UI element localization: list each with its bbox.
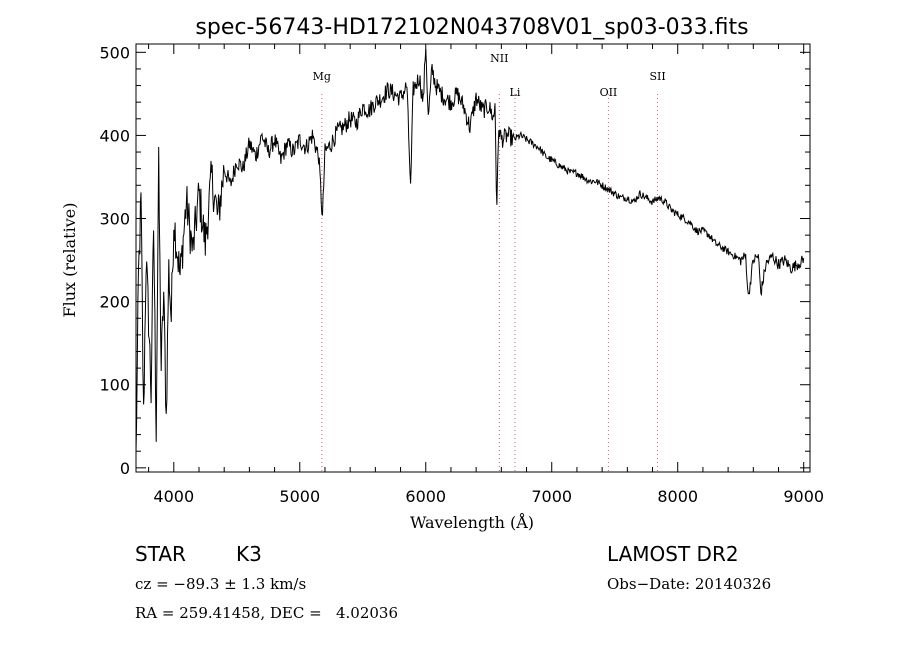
- line-label-oii: OII: [600, 86, 618, 99]
- object-subclass: K3: [236, 542, 262, 566]
- x-tick-label: 5000: [279, 487, 320, 506]
- y-tick-label: 0: [120, 459, 130, 478]
- y-tick-label: 100: [99, 376, 130, 395]
- observation-date: Obs−Date: 20140326: [607, 575, 772, 593]
- x-tick-label: 4000: [153, 487, 194, 506]
- x-tick-label: 9000: [783, 487, 824, 506]
- redshift-cz: cz = −89.3 ± 1.3 km/s: [135, 575, 307, 593]
- line-label-mg: Mg: [313, 70, 331, 83]
- object-class: STAR: [135, 542, 186, 566]
- line-label-li: Li: [510, 86, 521, 99]
- y-axis-label: Flux (relative): [60, 203, 79, 318]
- line-label-sii: SII: [649, 70, 665, 83]
- x-tick-label: 8000: [657, 487, 698, 506]
- y-tick-label: 500: [99, 43, 130, 62]
- chart-title: spec-56743-HD172102N043708V01_sp03-033.f…: [195, 15, 748, 40]
- line-label-nii: NII: [490, 52, 508, 65]
- x-tick-label: 7000: [531, 487, 572, 506]
- x-tick-label: 6000: [405, 487, 446, 506]
- spectrum-series: [135, 49, 805, 453]
- y-tick-label: 200: [99, 293, 130, 312]
- coordinates: RA = 259.41458, DEC = 4.02036: [135, 604, 399, 622]
- plot-frame: [135, 43, 811, 473]
- spectrum-line: [135, 49, 805, 453]
- y-tick-label: 300: [99, 210, 130, 229]
- y-tick-label: 400: [99, 126, 130, 145]
- survey-name: LAMOST DR2: [607, 542, 739, 566]
- plot-axes: 4000 5000 6000 7000 8000 9000 0 100 200 300 400 500: [99, 43, 824, 506]
- x-axis-label: Wavelength (Å): [410, 512, 534, 532]
- spectral-line-markers: Mg NII Li OII SII: [313, 52, 666, 472]
